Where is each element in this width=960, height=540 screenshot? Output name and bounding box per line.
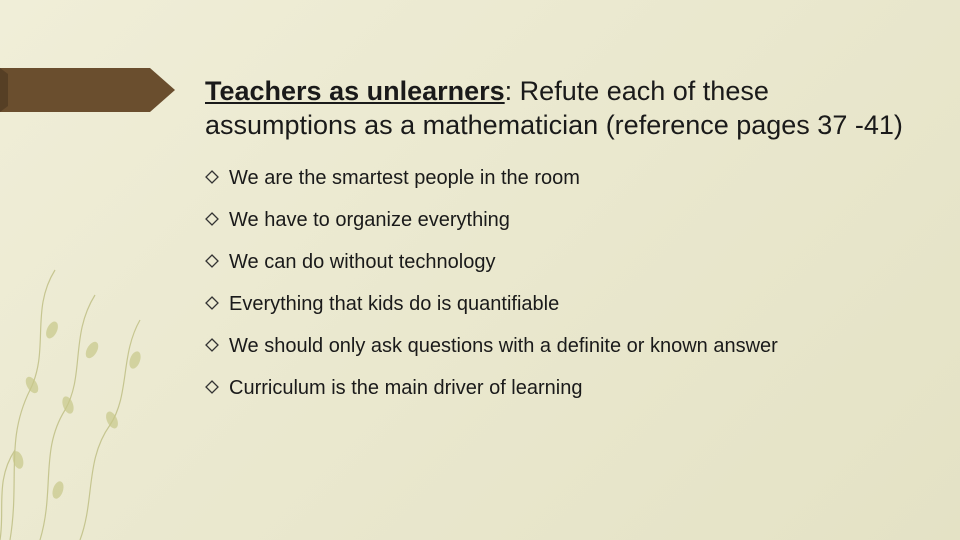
bullet-text: We should only ask questions with a defi… (229, 333, 778, 359)
list-item: We can do without technology (205, 249, 915, 275)
vine-decoration (0, 240, 200, 540)
list-item: We should only ask questions with a defi… (205, 333, 915, 359)
bullet-text: Everything that kids do is quantifiable (229, 291, 559, 317)
list-item: Everything that kids do is quantifiable (205, 291, 915, 317)
bullet-text: We can do without technology (229, 249, 495, 275)
title-strong: Teachers as unlearners (205, 76, 505, 106)
bullet-text: We have to organize everything (229, 207, 510, 233)
diamond-bullet-icon (205, 254, 219, 268)
diamond-bullet-icon (205, 380, 219, 394)
list-item: We are the smartest people in the room (205, 165, 915, 191)
bullet-text: Curriculum is the main driver of learnin… (229, 375, 582, 401)
list-item: We have to organize everything (205, 207, 915, 233)
title-arrow-ribbon (0, 68, 175, 112)
diamond-bullet-icon (205, 338, 219, 352)
list-item: Curriculum is the main driver of learnin… (205, 375, 915, 401)
diamond-bullet-icon (205, 296, 219, 310)
bullet-list: We are the smartest people in the room W… (205, 165, 915, 401)
diamond-bullet-icon (205, 170, 219, 184)
diamond-bullet-icon (205, 212, 219, 226)
bullet-text: We are the smartest people in the room (229, 165, 580, 191)
slide-title: Teachers as unlearners: Refute each of t… (205, 75, 915, 143)
slide-content: Teachers as unlearners: Refute each of t… (205, 75, 915, 417)
